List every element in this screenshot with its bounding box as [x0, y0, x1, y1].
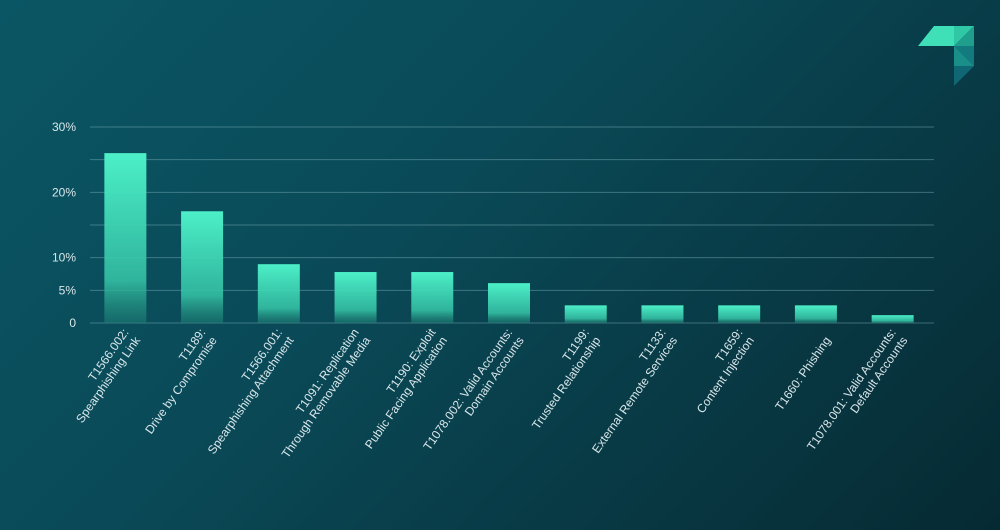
y-tick-label: 10%: [52, 251, 76, 265]
bar[interactable]: [488, 283, 530, 323]
y-tick-label: 20%: [52, 185, 76, 199]
x-tick-label-line: T1660: Phishing: [772, 334, 833, 413]
x-tick-label: T1189:Drive by Compromise: [142, 326, 220, 437]
bar[interactable]: [334, 272, 377, 323]
y-tick-label: 5%: [59, 283, 77, 297]
bar[interactable]: [871, 315, 914, 323]
bar-layer: [104, 153, 914, 323]
bar[interactable]: [718, 305, 761, 323]
bar[interactable]: [794, 305, 837, 323]
x-tick-label: T1660: Phishing: [772, 334, 833, 413]
bar[interactable]: [257, 264, 300, 323]
x-tick-label-line: Spearphishing Attachment: [205, 333, 297, 456]
x-tick-label: T1199:Trusted Relationship: [529, 326, 604, 432]
x-tick-label-line: Through Removable Media: [279, 334, 374, 461]
bar[interactable]: [181, 211, 224, 323]
bar[interactable]: [564, 305, 607, 323]
x-tick-label: T1566.002:Spearphishing Link: [73, 326, 144, 426]
x-axis-labels: T1566.002:Spearphishing Link T1189:Drive …: [73, 325, 910, 461]
x-tick-label: T1659:Content Injection: [694, 326, 757, 416]
y-axis-labels: 0 5% 10% 20% 30%: [52, 120, 76, 330]
y-tick-label: 30%: [52, 120, 76, 134]
grid-layer: [90, 126, 934, 324]
bar[interactable]: [104, 153, 147, 323]
x-tick-label-line: External Remote Services: [589, 334, 680, 456]
bar[interactable]: [641, 305, 684, 323]
bar[interactable]: [411, 272, 454, 323]
y-tick-label: 0: [69, 316, 76, 330]
brand-logo-icon: [918, 26, 974, 86]
